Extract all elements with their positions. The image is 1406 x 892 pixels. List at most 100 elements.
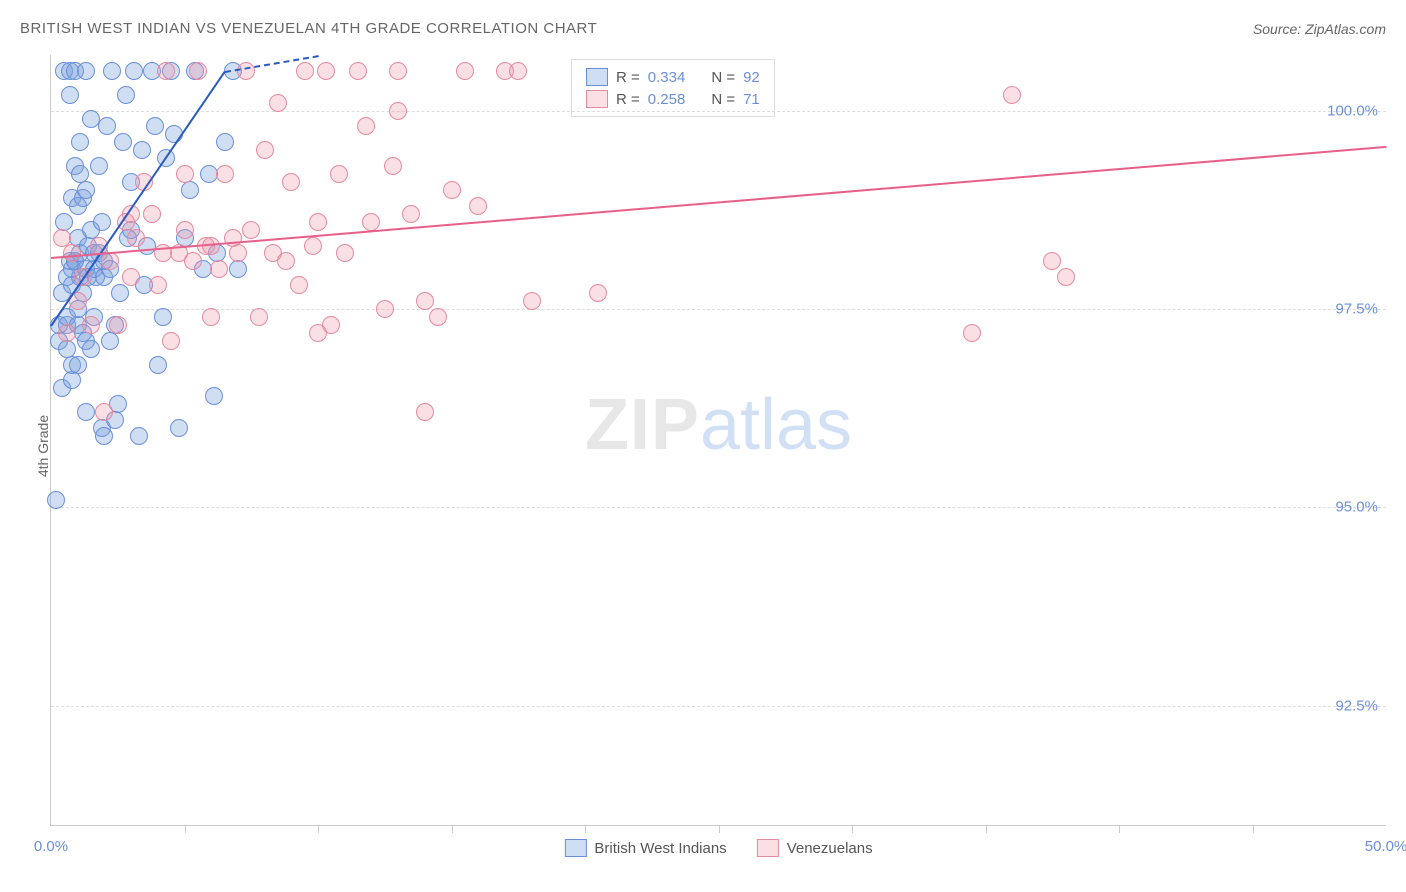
data-point	[143, 205, 161, 223]
legend-r-label: R =	[616, 69, 640, 86]
data-point	[101, 332, 119, 350]
data-point	[1057, 268, 1075, 286]
data-point	[90, 157, 108, 175]
watermark-zip: ZIP	[585, 385, 700, 465]
scatter-plot: ZIPatlas R =0.334N =92R =0.258N =71 Brit…	[50, 55, 1386, 826]
data-point	[389, 62, 407, 80]
data-point	[71, 133, 89, 151]
data-point	[309, 213, 327, 231]
data-point	[296, 62, 314, 80]
y-tick-label: 100.0%	[1327, 102, 1378, 119]
data-point	[95, 427, 113, 445]
legend-swatch	[586, 68, 608, 86]
data-point	[202, 308, 220, 326]
data-point	[162, 332, 180, 350]
y-tick-label: 92.5%	[1335, 697, 1378, 714]
series-legend: British West Indians Venezuelans	[564, 839, 872, 857]
correlation-legend: R =0.334N =92R =0.258N =71	[571, 59, 775, 117]
data-point	[429, 308, 447, 326]
x-tick	[1253, 825, 1254, 833]
data-point	[282, 173, 300, 191]
data-point	[189, 62, 207, 80]
data-point	[125, 62, 143, 80]
data-point	[149, 276, 167, 294]
data-point	[133, 141, 151, 159]
data-point	[176, 221, 194, 239]
data-point	[210, 260, 228, 278]
data-point	[95, 403, 113, 421]
source-credit: Source: ZipAtlas.com	[1253, 21, 1386, 37]
x-tick	[452, 825, 453, 833]
chart-title: BRITISH WEST INDIAN VS VENEZUELAN 4TH GR…	[20, 20, 597, 37]
data-point	[157, 62, 175, 80]
x-tick	[1119, 825, 1120, 833]
legend-r-value: 0.258	[648, 91, 686, 108]
legend-item: British West Indians	[564, 839, 726, 857]
data-point	[181, 181, 199, 199]
data-point	[114, 133, 132, 151]
legend-swatch	[757, 839, 779, 857]
gridline	[51, 111, 1386, 112]
legend-r-label: R =	[616, 91, 640, 108]
data-point	[101, 252, 119, 270]
data-point	[93, 213, 111, 231]
data-point	[277, 252, 295, 270]
gridline	[51, 706, 1386, 707]
data-point	[77, 403, 95, 421]
gridline	[51, 309, 1386, 310]
data-point	[154, 308, 172, 326]
data-point	[63, 244, 81, 262]
data-point	[349, 62, 367, 80]
x-tick-label: 50.0%	[1365, 838, 1406, 855]
x-tick	[986, 825, 987, 833]
x-tick-label: 0.0%	[34, 838, 68, 855]
data-point	[416, 292, 434, 310]
x-tick	[585, 825, 586, 833]
x-tick	[185, 825, 186, 833]
data-point	[309, 324, 327, 342]
legend-n-label: N =	[711, 91, 735, 108]
data-point	[443, 181, 461, 199]
data-point	[176, 165, 194, 183]
legend-label: Venezuelans	[787, 840, 873, 857]
data-point	[58, 324, 76, 342]
data-point	[456, 62, 474, 80]
gridline	[51, 507, 1386, 508]
x-tick	[852, 825, 853, 833]
watermark: ZIPatlas	[585, 384, 852, 466]
y-tick-label: 97.5%	[1335, 301, 1378, 318]
data-point	[205, 387, 223, 405]
legend-n-value: 71	[743, 91, 760, 108]
x-tick	[318, 825, 319, 833]
legend-swatch	[564, 839, 586, 857]
data-point	[269, 94, 287, 112]
data-point	[82, 340, 100, 358]
data-point	[63, 371, 81, 389]
data-point	[61, 86, 79, 104]
data-point	[117, 86, 135, 104]
legend-row: R =0.334N =92	[586, 66, 760, 88]
data-point	[146, 117, 164, 135]
data-point	[69, 356, 87, 374]
data-point	[389, 102, 407, 120]
trend-line	[51, 146, 1386, 259]
data-point	[184, 252, 202, 270]
legend-row: R = 0.258 N = 71	[586, 88, 760, 110]
data-point	[216, 165, 234, 183]
y-tick-label: 95.0%	[1335, 499, 1378, 516]
data-point	[402, 205, 420, 223]
data-point	[98, 117, 116, 135]
data-point	[82, 316, 100, 334]
data-point	[589, 284, 607, 302]
legend-n-value: 92	[743, 69, 760, 86]
watermark-atlas: atlas	[700, 385, 852, 465]
data-point	[242, 221, 260, 239]
data-point	[256, 141, 274, 159]
data-point	[149, 356, 167, 374]
data-point	[47, 491, 65, 509]
legend-label: British West Indians	[594, 840, 726, 857]
legend-n-label: N =	[711, 69, 735, 86]
data-point	[523, 292, 541, 310]
data-point	[103, 62, 121, 80]
data-point	[229, 260, 247, 278]
